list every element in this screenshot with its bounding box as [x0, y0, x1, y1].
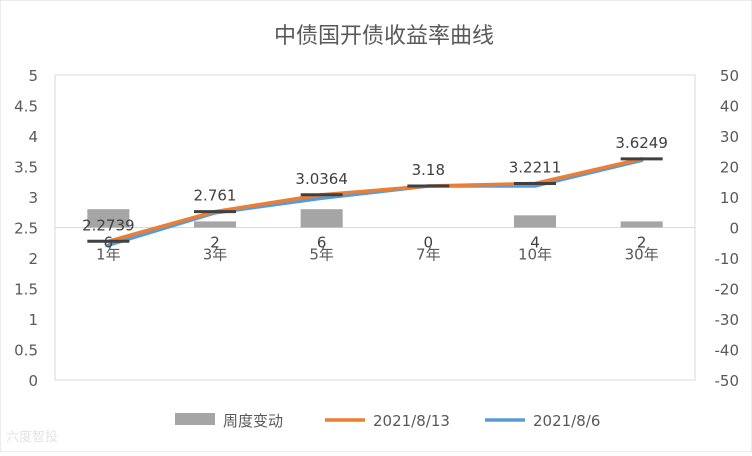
left-axis-tick-label: 5 [28, 67, 38, 85]
line-data-label: 3.6249 [615, 134, 668, 152]
right-axis-tick-label: 20 [720, 159, 739, 177]
line-data-label: 3.2211 [509, 159, 562, 177]
right-axis-tick-label: -40 [715, 342, 740, 360]
right-axis-tick-label: 0 [729, 220, 739, 238]
x-axis-tick-label: 1年 [96, 246, 121, 264]
right-axis-tick-label: 50 [720, 67, 739, 85]
x-axis-tick-label: 30年 [625, 246, 659, 264]
x-axis-tick-label: 10年 [518, 246, 552, 264]
line-data-label: 3.0364 [295, 170, 348, 188]
right-axis-tick-label: -50 [715, 372, 740, 390]
bar-weekly-change [194, 221, 236, 228]
bar-weekly-change [87, 209, 130, 228]
line-data-label: 3.18 [412, 161, 445, 179]
legend-swatch-bar [175, 413, 215, 425]
line-data-label: 2.2739 [82, 216, 135, 234]
left-axis-tick-label: 1.5 [14, 281, 38, 299]
left-axis-tick-label: 2.5 [14, 220, 38, 238]
right-axis-tick-label: 10 [720, 189, 739, 207]
right-axis-tick-label: -10 [715, 250, 740, 268]
line-data-label: 2.761 [194, 187, 237, 205]
legend-label: 2021/8/13 [373, 412, 450, 430]
left-axis-tick-label: 3.5 [14, 159, 38, 177]
watermark: 六度智投 [6, 430, 59, 445]
x-axis-tick-label: 5年 [309, 246, 334, 264]
legend-label: 周度变动 [223, 412, 283, 430]
bar-data-label: 2 [210, 234, 220, 252]
left-axis-tick-label: 0 [28, 372, 38, 390]
legend: 周度变动 2021/8/13 2021/8/6 [175, 412, 600, 430]
x-axis-tick-label: 7年 [416, 246, 441, 264]
right-axis-tick-label: 30 [720, 128, 739, 146]
bar-data-label: 6 [104, 234, 114, 252]
left-axis-tick-label: 0.5 [14, 342, 38, 360]
bar-data-label: 0 [424, 234, 434, 252]
bar-weekly-change [620, 221, 663, 228]
x-axis-tick-label: 3年 [203, 246, 228, 264]
bar-data-label: 2 [637, 234, 647, 252]
right-axis-tick-label: -20 [715, 281, 740, 299]
chart-title: 中债国开债收益率曲线 [274, 24, 494, 49]
right-axis-tick-label: 40 [720, 98, 739, 116]
bar-weekly-change [514, 215, 556, 228]
line-series [106, 157, 644, 244]
bar-data-label: 4 [530, 234, 540, 252]
plot-area: 0 0.5 1 1.5 2 2.5 3 3.5 4 4.5 5 -50 -40 -30 -20 -10 0 10 2… [14, 67, 739, 390]
right-axis-tick-label: -30 [715, 311, 740, 329]
legend-label: 2021/8/6 [533, 412, 600, 430]
bar-weekly-change [300, 209, 343, 228]
left-axis-tick-label: 2 [28, 250, 38, 268]
left-axis-tick-label: 4 [28, 128, 38, 146]
bar-data-label: 6 [317, 234, 327, 252]
left-axis-tick-label: 3 [28, 189, 38, 207]
left-axis-tick-label: 1 [28, 311, 38, 329]
left-axis-tick-label: 4.5 [14, 98, 38, 116]
